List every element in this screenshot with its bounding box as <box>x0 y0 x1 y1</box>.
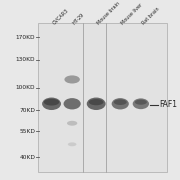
Ellipse shape <box>44 99 59 105</box>
Text: 130KD: 130KD <box>16 57 35 62</box>
Text: FAF1: FAF1 <box>160 100 178 109</box>
Ellipse shape <box>133 98 149 109</box>
Ellipse shape <box>68 142 76 146</box>
Ellipse shape <box>87 98 106 110</box>
Ellipse shape <box>64 98 81 109</box>
Text: 40KD: 40KD <box>19 155 35 160</box>
Ellipse shape <box>89 99 104 105</box>
Text: 100KD: 100KD <box>16 85 35 90</box>
Text: 70KD: 70KD <box>19 108 35 113</box>
Ellipse shape <box>67 121 77 126</box>
Ellipse shape <box>64 75 80 84</box>
Text: Mouse brain: Mouse brain <box>96 1 121 25</box>
Ellipse shape <box>114 99 127 105</box>
Text: Rat brain: Rat brain <box>141 6 160 25</box>
Text: 55KD: 55KD <box>19 129 35 134</box>
Text: OVCAR3: OVCAR3 <box>51 8 69 25</box>
FancyBboxPatch shape <box>38 23 167 172</box>
Ellipse shape <box>135 100 147 105</box>
Text: HT-29: HT-29 <box>72 12 86 25</box>
Ellipse shape <box>42 98 61 110</box>
Text: 170KD: 170KD <box>16 35 35 40</box>
Text: Mouse liver: Mouse liver <box>120 2 144 25</box>
Ellipse shape <box>112 98 129 109</box>
